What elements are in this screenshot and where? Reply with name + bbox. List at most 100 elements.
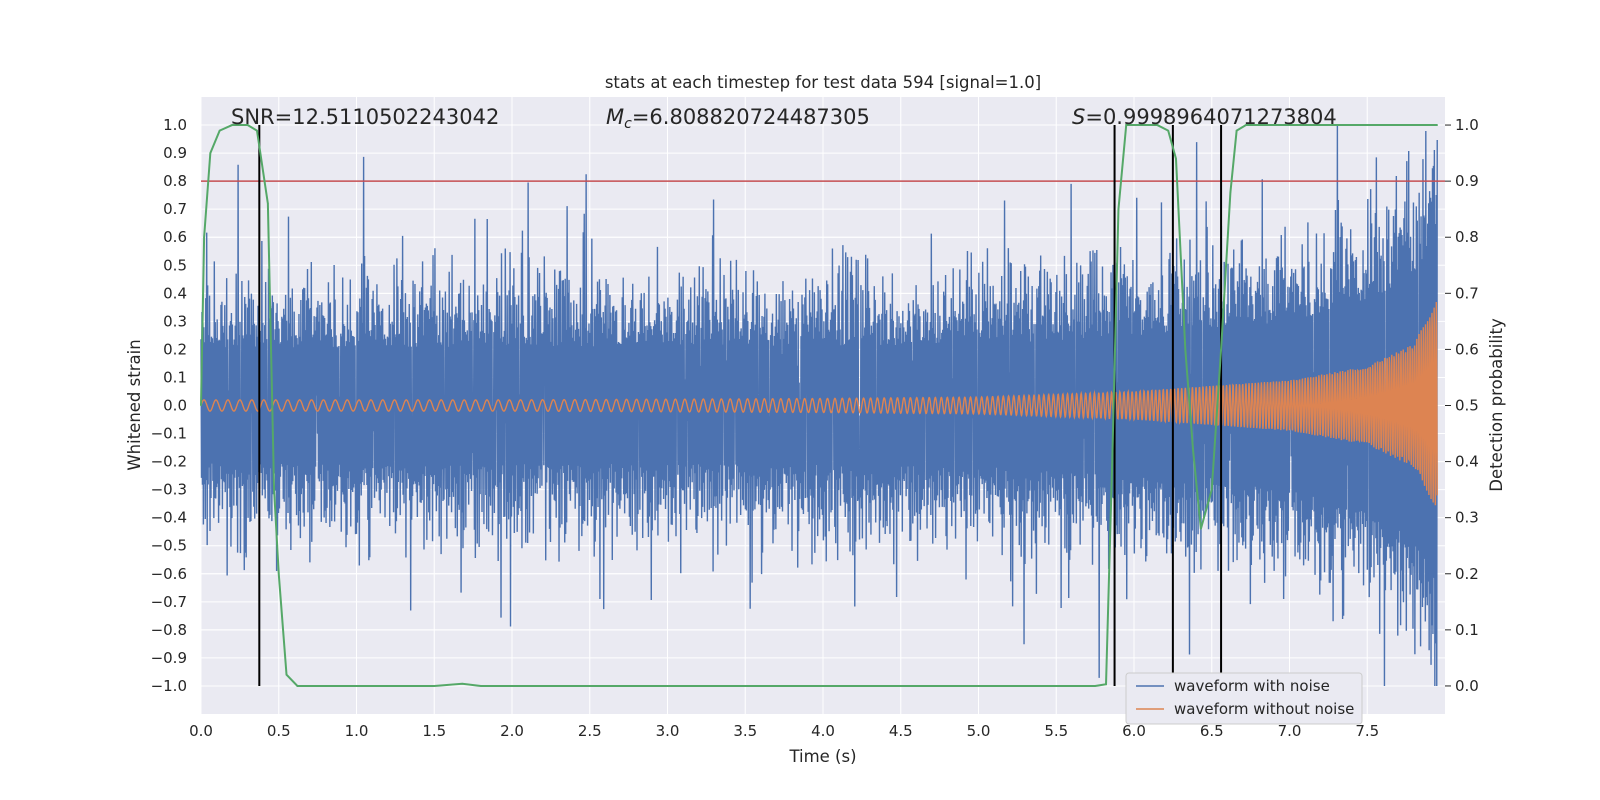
- y-tick-label: −0.6: [151, 565, 187, 583]
- probability-point: [324, 685, 327, 687]
- y-tick-label: 0.1: [163, 368, 187, 386]
- probability-line: [200, 124, 1438, 687]
- x-tick-label: 1.0: [345, 722, 369, 740]
- y2-tick-label: 0.2: [1455, 565, 1479, 583]
- y2-tick-label: 0.0: [1455, 677, 1479, 695]
- y-tick-label: −0.8: [151, 621, 187, 639]
- probability-point: [1288, 124, 1291, 126]
- probability-point: [1105, 683, 1107, 686]
- probability-point: [246, 124, 249, 126]
- snr-annotation: SNR=12.5110502243042: [231, 105, 499, 129]
- s-value: =0.9998964071273804: [1085, 105, 1336, 129]
- probability-point: [218, 129, 221, 132]
- clean-waveform-line: [200, 302, 1438, 506]
- probability-point: [1117, 208, 1120, 210]
- probability-point: [1125, 124, 1128, 126]
- x-tick-label: 6.0: [1122, 722, 1146, 740]
- s-symbol: S: [1072, 105, 1085, 129]
- y2-tick-label: 0.3: [1455, 509, 1479, 527]
- x-axis-label: Time (s): [788, 747, 856, 766]
- y2-tick-label: 0.1: [1455, 621, 1479, 639]
- x-tick-label: 0.0: [189, 722, 213, 740]
- detection-probability-series: [200, 124, 1439, 687]
- y2-tick-label: 0.8: [1455, 228, 1479, 246]
- probability-point: [480, 685, 482, 687]
- x-tick-label: 2.0: [500, 722, 524, 740]
- y-tick-label: 0.3: [163, 312, 187, 330]
- probability-point: [1192, 449, 1194, 452]
- probability-point: [209, 152, 212, 154]
- probability-point: [511, 685, 513, 687]
- probability-point: [231, 124, 233, 126]
- probability-point: [1184, 348, 1187, 351]
- probability-point: [1245, 124, 1247, 126]
- y-tick-label: 0.8: [163, 172, 187, 190]
- y-axis-label: Whitened strain: [125, 339, 144, 470]
- x-tick-label: 3.0: [656, 722, 680, 740]
- y-axis-left: 1.0 0.9 0.8 0.7 0.6 0.5 0.4 0.3 0.2 0.1 0.0 −0.1 −0.…: [151, 116, 187, 695]
- y2-tick-label: 0.4: [1455, 453, 1479, 471]
- chart-title: stats at each timestep for test data 594…: [605, 73, 1041, 92]
- x-tick-label: 7.0: [1278, 722, 1302, 740]
- probability-point: [203, 236, 205, 239]
- legend-box: [1125, 672, 1363, 725]
- probability-point: [1167, 129, 1170, 132]
- probability-point: [267, 202, 269, 205]
- probability-point: [1200, 528, 1202, 530]
- probability-point: [277, 572, 280, 575]
- legend-label-noise: waveform with noise: [1174, 677, 1330, 695]
- mc-subscript: c: [624, 116, 632, 132]
- y-tick-label: −0.3: [151, 481, 187, 499]
- mc-symbol: M: [606, 105, 624, 129]
- probability-point: [1436, 124, 1439, 126]
- probability-point: [1156, 124, 1159, 126]
- y-tick-label: 0.9: [163, 144, 187, 162]
- y2-tick-label: 1.0: [1455, 116, 1479, 134]
- probability-point: [1111, 460, 1114, 463]
- y-tick-label: 1.0: [163, 116, 187, 134]
- probability-point: [1210, 488, 1213, 491]
- x-axis: 0.0 0.5 1.0 1.5 2.0 2.5 3.0 3.5 4.0 4.5 5.0 5.5 6.0 6…: [189, 722, 1379, 740]
- x-tick-label: 3.5: [733, 722, 757, 740]
- y-tick-label: −0.1: [151, 425, 187, 443]
- probability-point: [1366, 124, 1369, 126]
- y-tick-label: −1.0: [151, 677, 187, 695]
- probability-point: [273, 488, 275, 491]
- legend: waveform with noise waveform without noi…: [1125, 672, 1363, 725]
- y-tick-label: −0.5: [151, 537, 187, 555]
- mc-value: =6.808820724487305: [632, 105, 870, 129]
- y-tick-label: −0.7: [151, 593, 187, 611]
- x-tick-label: 4.0: [811, 722, 835, 740]
- probability-point: [1229, 191, 1232, 194]
- x-tick-label: 6.5: [1200, 722, 1224, 740]
- x-tick-label: 5.5: [1044, 722, 1068, 740]
- s-annotation: S=0.9998964071273804: [1072, 105, 1337, 129]
- probability-point: [666, 685, 669, 687]
- x-tick-label: 7.5: [1355, 722, 1379, 740]
- probability-point: [822, 685, 824, 687]
- probability-point: [433, 685, 436, 687]
- y-tick-label: 0.2: [163, 340, 187, 358]
- y-tick-label: 0.0: [163, 397, 187, 415]
- x-tick-label: 2.5: [578, 722, 602, 740]
- x-tick-label: 5.0: [967, 722, 991, 740]
- probability-point: [1220, 348, 1222, 351]
- legend-label-signal: waveform without noise: [1174, 700, 1354, 718]
- probability-point: [200, 404, 202, 407]
- probability-point: [977, 685, 980, 687]
- y2-tick-label: 0.5: [1455, 397, 1479, 415]
- probability-point: [386, 685, 389, 687]
- y-tick-label: −0.4: [151, 509, 187, 527]
- probability-point: [1094, 685, 1096, 687]
- y2-axis-label: Detection probability: [1487, 318, 1506, 492]
- y2-tick-label: 0.7: [1455, 284, 1479, 302]
- y-tick-label: 0.6: [163, 228, 187, 246]
- y-tick-label: −0.2: [151, 453, 187, 471]
- probability-point: [1235, 129, 1238, 132]
- probability-point: [355, 685, 358, 687]
- y2-tick-label: 0.6: [1455, 340, 1479, 358]
- waveform-without-noise-series: [200, 302, 1438, 506]
- y-tick-label: 0.5: [163, 256, 187, 274]
